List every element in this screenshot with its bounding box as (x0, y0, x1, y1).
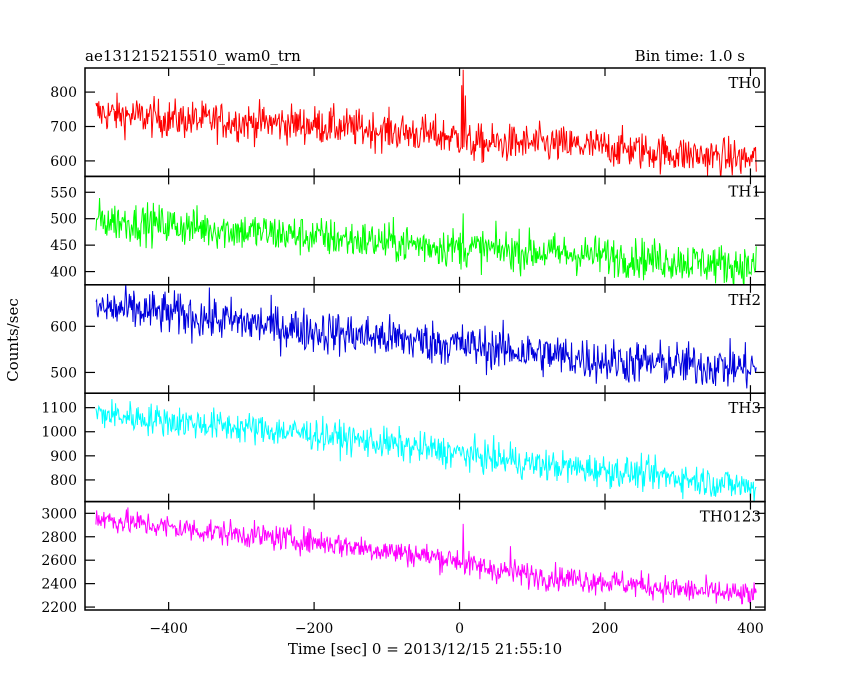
panel-frame-th2 (84, 284, 766, 394)
y-tick-label-th0123: 2400 (41, 577, 77, 593)
x-tick-label: 400 (737, 621, 764, 637)
y-tick-label-th3: 900 (50, 449, 77, 465)
x-axis: −400 −200 0 200 400 (149, 621, 763, 637)
y-tick-label-th3: 800 (50, 473, 77, 489)
y-tick-label-th3: 1000 (41, 425, 77, 441)
x-tick-label: −400 (149, 621, 187, 637)
panel-frame-th0123 (84, 500, 766, 611)
panel-label-th0: TH0 (728, 74, 761, 92)
panel-label-th0123: TH0123 (700, 508, 761, 526)
x-tick-label: −200 (295, 621, 333, 637)
panel-th0: 600 700 800 TH0 (50, 67, 766, 178)
chart-title: ae131215215510_wam0_trn (85, 47, 301, 65)
panel-th2: 500 600 TH2 (50, 284, 766, 394)
panel-th3: 800 900 1000 1100 TH3 (41, 392, 766, 503)
panel-label-th2: TH2 (728, 291, 761, 309)
x-axis-label: Time [sec] 0 = 2013/12/15 21:55:10 (288, 640, 562, 658)
y-tick-label-th1: 550 (50, 185, 77, 201)
y-tick-label-th0123: 2600 (41, 553, 77, 569)
series-line-th3 (95, 399, 757, 502)
y-tick-label-th0123: 2200 (41, 600, 77, 616)
y-tick-label-th2: 500 (50, 365, 77, 381)
panels-group: 600 700 800 TH0 400 450 500 550 TH1 500 600 TH2 800 9… (41, 67, 766, 616)
panel-frame-th3 (84, 392, 766, 503)
panel-frame-th1 (84, 175, 766, 286)
y-tick-label-th0: 700 (50, 120, 77, 136)
x-tick-label: 0 (455, 621, 464, 637)
y-tick-label-th1: 400 (50, 265, 77, 281)
y-tick-label-th0: 600 (50, 154, 77, 170)
panel-label-th3: TH3 (728, 399, 761, 417)
series-line-th1 (95, 198, 757, 285)
series-line-th0123 (95, 507, 757, 606)
y-tick-label-th2: 600 (50, 319, 77, 335)
y-tick-label-th0123: 3000 (41, 506, 77, 522)
y-tick-label-th0123: 2800 (41, 530, 77, 546)
y-tick-label-th3: 1100 (41, 401, 77, 417)
chart-subtitle: Bin time: 1.0 s (635, 47, 745, 65)
y-tick-label-th1: 500 (50, 212, 77, 228)
panel-th0123: 2200 2400 2600 2800 3000 TH0123 (41, 500, 766, 616)
panel-th1: 400 450 500 550 TH1 (50, 175, 766, 286)
series-line-th2 (95, 284, 757, 389)
y-tick-label-th0: 800 (50, 85, 77, 101)
y-tick-label-th1: 450 (50, 238, 77, 254)
y-axis-label: Counts/sec (4, 298, 22, 382)
x-tick-label: 200 (592, 621, 619, 637)
series-line-th0 (95, 69, 757, 177)
panel-label-th1: TH1 (728, 182, 761, 200)
